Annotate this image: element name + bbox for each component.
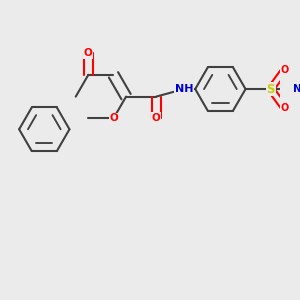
- Text: O: O: [280, 103, 289, 113]
- Text: NH: NH: [175, 84, 193, 94]
- Text: N: N: [293, 84, 300, 94]
- Text: O: O: [109, 113, 118, 123]
- Text: O: O: [84, 48, 93, 59]
- Text: S: S: [266, 82, 275, 96]
- Text: O: O: [152, 113, 161, 123]
- Text: O: O: [280, 65, 289, 75]
